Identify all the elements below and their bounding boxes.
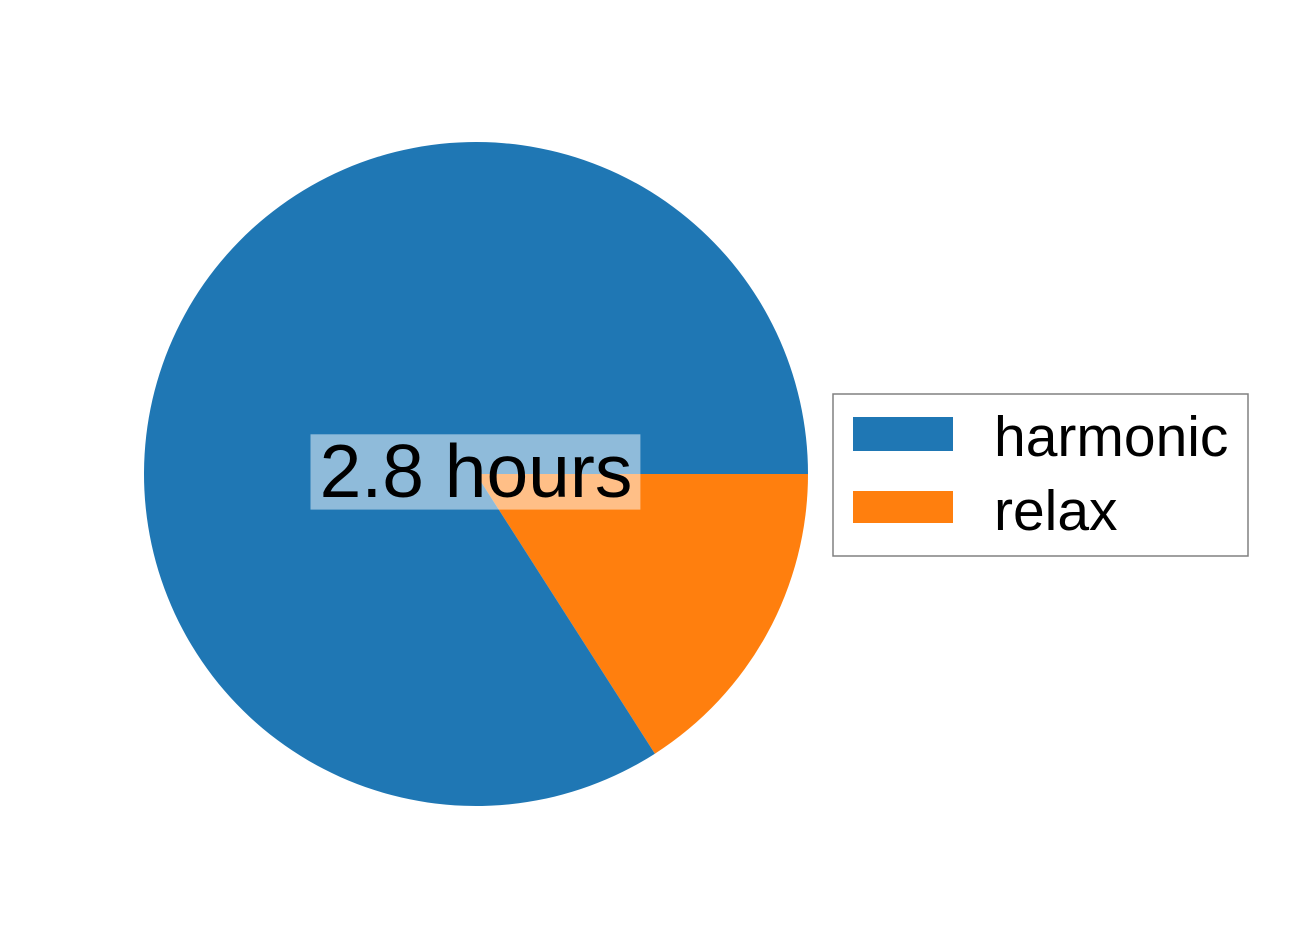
svg-text:relax: relax	[994, 479, 1118, 543]
svg-text:harmonic: harmonic	[994, 405, 1228, 469]
svg-text:2.8 hours: 2.8 hours	[320, 429, 633, 513]
